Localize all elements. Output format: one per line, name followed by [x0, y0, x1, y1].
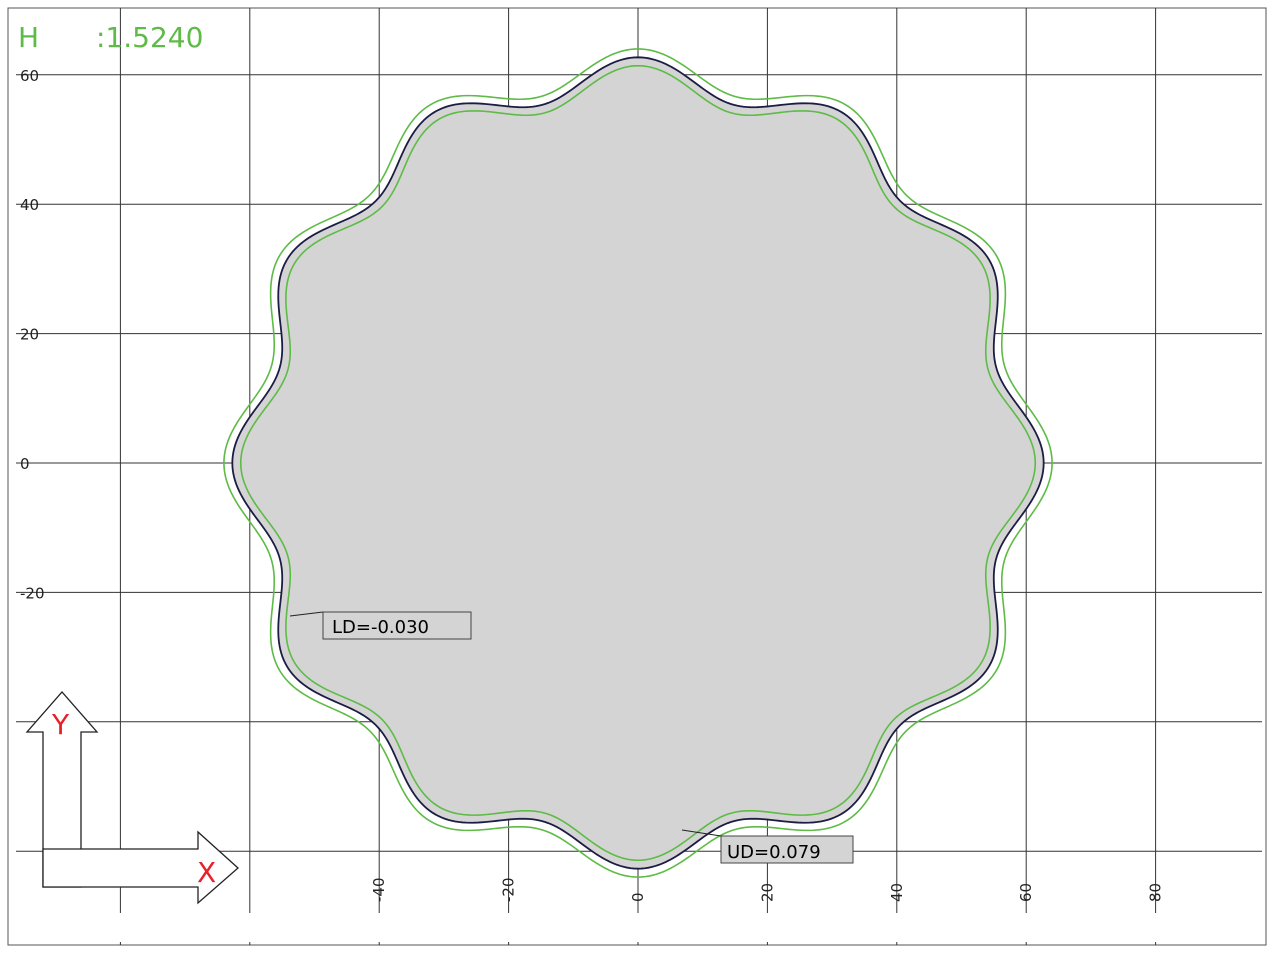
lower-tolerance-band — [239, 64, 1037, 862]
x-tick-label: 40 — [888, 883, 906, 902]
x-tick-label: -40 — [370, 878, 388, 903]
x-tick-label: 80 — [1147, 883, 1165, 902]
header-value: :1.5240 — [96, 21, 203, 54]
y-tick-label: 60 — [20, 67, 39, 85]
profile-fill — [232, 57, 1044, 869]
profile-shape — [223, 48, 1053, 878]
y-tick-label: 40 — [20, 196, 39, 214]
ud-label: UD=0.079 — [727, 842, 821, 863]
x-axis-arrow — [42, 830, 239, 905]
ud-annotation[interactable]: UD=0.079 — [681, 829, 854, 864]
x-tick-labels: -40 -20 0 20 40 60 80 — [370, 878, 1164, 903]
header-label: H — [18, 21, 39, 54]
axis-triad: Y X — [25, 691, 239, 905]
nominal-profile — [231, 56, 1045, 870]
x-tick-label: -20 — [500, 878, 518, 903]
x-tick-label: 0 — [629, 892, 647, 902]
y-tick-label: -20 — [20, 584, 45, 602]
ud-box — [720, 835, 854, 864]
y-tick-label: 20 — [20, 326, 39, 344]
x-tick-label: 60 — [1017, 883, 1035, 902]
ld-leader-line — [289, 611, 324, 617]
viewport-frame — [7, 7, 1267, 946]
y-axis-label: Y — [51, 708, 70, 741]
ud-leader-line — [681, 829, 722, 837]
ld-annotation[interactable]: LD=-0.030 — [289, 611, 472, 640]
y-tick-labels: 60 40 20 0 -20 — [20, 67, 45, 603]
x-axis-label: X — [197, 856, 216, 889]
y-tick-label: 0 — [20, 455, 30, 473]
ld-label: LD=-0.030 — [332, 617, 429, 638]
upper-tolerance-band — [223, 48, 1053, 878]
ld-box — [322, 611, 472, 640]
x-tick-label: 20 — [758, 883, 776, 902]
